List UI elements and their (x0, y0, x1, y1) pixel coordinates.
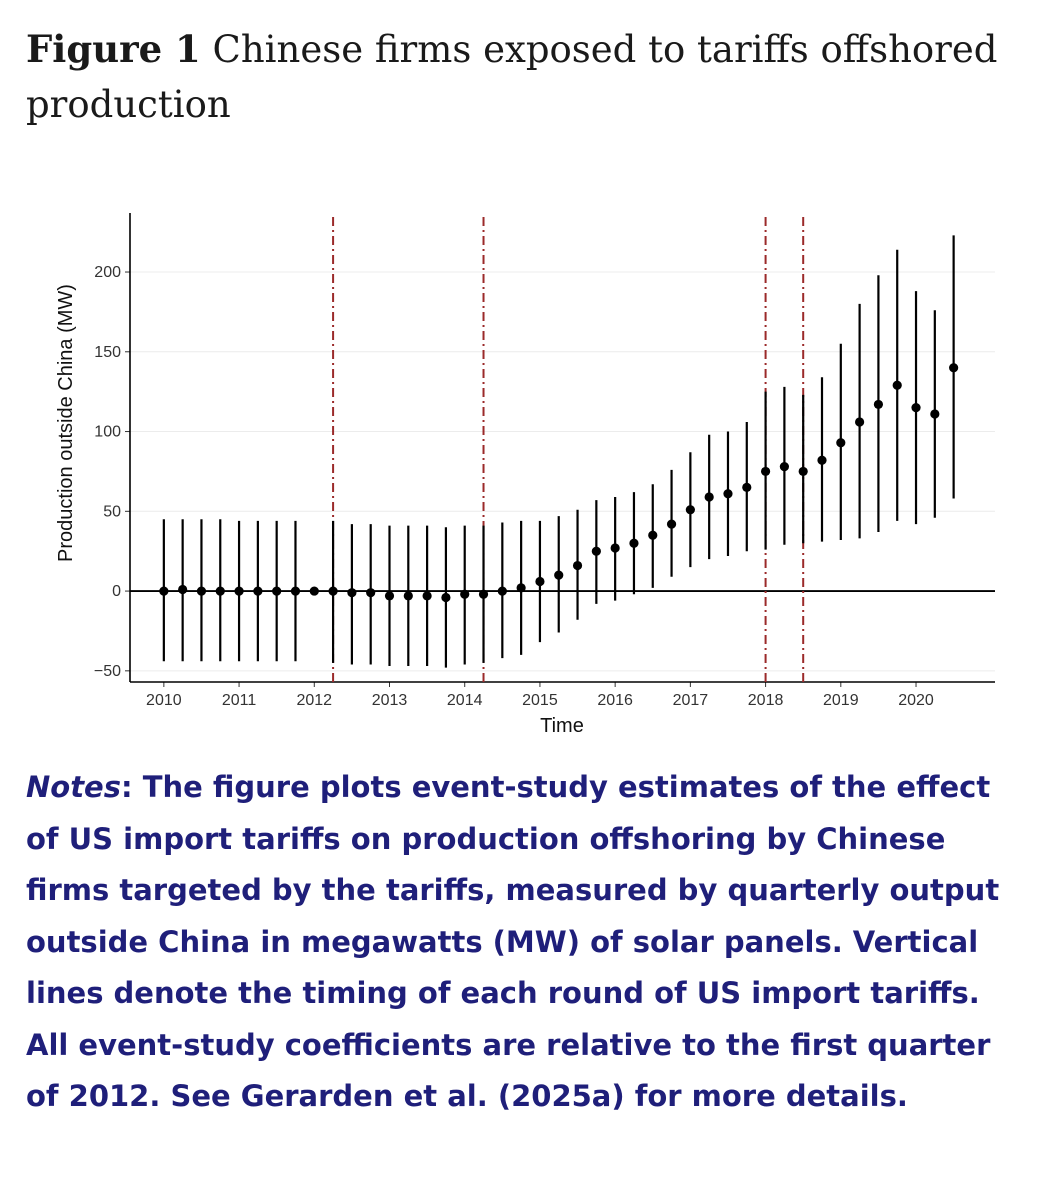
point-estimate (572, 560, 583, 571)
x-tick-label: 2019 (823, 692, 859, 709)
point-estimate (159, 586, 169, 596)
point-estimate (685, 505, 695, 515)
point-estimate (798, 466, 808, 477)
point-estimate (290, 586, 301, 596)
notes-text: : The figure plots event-study estimates… (26, 770, 1000, 1113)
point-estimate (855, 417, 865, 427)
point-estimate (497, 586, 507, 596)
point-estimate (460, 589, 470, 599)
data-points (159, 235, 959, 668)
point-estimate (441, 592, 451, 603)
point-estimate (591, 546, 601, 556)
event-study-chart: −50 0 50 100 150 200 2010 2011 2012 2013 2014 2015 2… (55, 213, 995, 737)
point-estimate (215, 586, 225, 596)
point-estimate (779, 462, 789, 472)
x-tick-label: 2018 (748, 692, 784, 709)
point-estimate (873, 399, 884, 410)
y-tick-label: 150 (94, 344, 121, 361)
point-estimate (196, 586, 207, 596)
point-estimate (403, 591, 413, 601)
point-estimate (742, 482, 752, 492)
point-estimate (384, 591, 395, 601)
point-estimate (554, 570, 564, 580)
y-tick-label: −50 (94, 663, 121, 680)
point-estimate (704, 492, 714, 502)
point-estimate (629, 538, 639, 548)
grid-lines (130, 271, 995, 672)
point-estimate (347, 588, 357, 598)
y-tick-label: 200 (94, 264, 121, 281)
point-estimate (892, 380, 902, 390)
point-estimate (911, 403, 921, 413)
x-tick-label: 2010 (146, 692, 182, 709)
point-estimate (666, 519, 677, 529)
point-estimate (422, 591, 432, 601)
x-tick-label: 2015 (522, 692, 558, 709)
point-estimate (836, 438, 846, 448)
y-tick-label: 50 (103, 503, 121, 520)
x-tick-label: 2014 (447, 692, 483, 709)
figure-title-text: Chinese firms exposed to tariffs offshor… (26, 28, 998, 126)
point-estimate (930, 409, 940, 419)
axes (125, 213, 995, 687)
figure-notes: Notes: The figure plots event-study esti… (26, 762, 1026, 1123)
x-tick-label: 2016 (597, 692, 633, 709)
notes-label: Notes (26, 770, 121, 804)
point-estimate (328, 586, 338, 596)
x-tick-label: 2013 (372, 692, 408, 709)
x-tick-label: 2020 (898, 692, 934, 709)
point-estimate (234, 586, 244, 596)
point-estimate (178, 584, 188, 595)
point-estimate (648, 530, 658, 540)
x-axis-title: Time (540, 715, 584, 737)
tick-labels: −50 0 50 100 150 200 2010 2011 2012 2013 2014 2015 2… (94, 264, 934, 709)
point-estimate (817, 455, 827, 465)
point-estimate (253, 586, 263, 596)
point-estimate (535, 576, 545, 587)
point-estimate (366, 588, 376, 598)
figure-label: Figure 1 (26, 27, 201, 71)
point-estimate (760, 466, 771, 477)
point-estimate (272, 586, 282, 596)
y-tick-label: 0 (112, 583, 121, 600)
figure-title: Figure 1 Chinese firms exposed to tariff… (26, 22, 1016, 132)
x-tick-label: 2017 (673, 692, 709, 709)
point-estimate (723, 489, 733, 499)
point-estimate (309, 586, 319, 596)
y-tick-label: 100 (94, 424, 121, 441)
point-estimate (610, 543, 620, 553)
y-axis-title: Production outside China (MW) (55, 284, 77, 562)
x-tick-label: 2011 (222, 692, 257, 709)
tariff-event-lines (332, 217, 805, 682)
point-estimate (949, 363, 959, 373)
x-tick-label: 2012 (296, 692, 332, 709)
point-estimate (516, 583, 526, 593)
point-estimate (478, 589, 489, 599)
